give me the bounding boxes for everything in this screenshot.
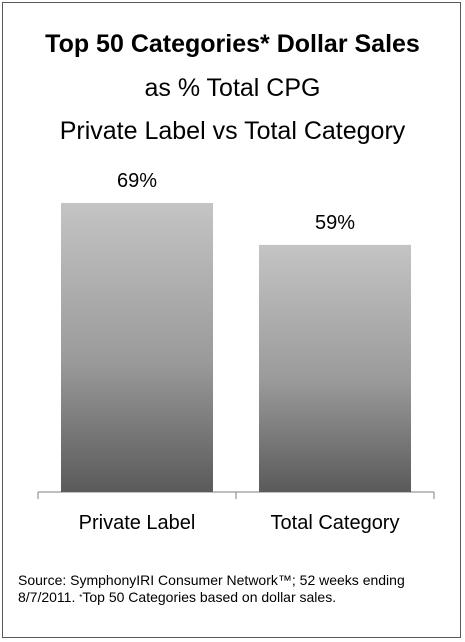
x-tick-label: Total Category (271, 512, 400, 534)
data-label: 69% (117, 170, 157, 192)
chart-title: Top 50 Categories* Dollar Sales (45, 30, 420, 58)
chart-subtitle-2: Private Label vs Total Category (59, 117, 406, 145)
bar-total-category (259, 244, 411, 492)
chart-frame (2, 2, 461, 638)
source-text-2: Top 50 Categories based on dollar sales. (82, 589, 337, 605)
source-note: Source: SymphonyIRI Consumer Network™; 5… (18, 572, 448, 606)
data-label: 59% (315, 212, 355, 234)
bar-private-label (61, 203, 213, 492)
footnote-mark: * (79, 593, 83, 602)
source-text: Source: SymphonyIRI Consumer Network™; 5… (18, 572, 405, 605)
x-tick-label: Private Label (79, 512, 196, 534)
chart-subtitle: as % Total CPG (144, 74, 321, 102)
